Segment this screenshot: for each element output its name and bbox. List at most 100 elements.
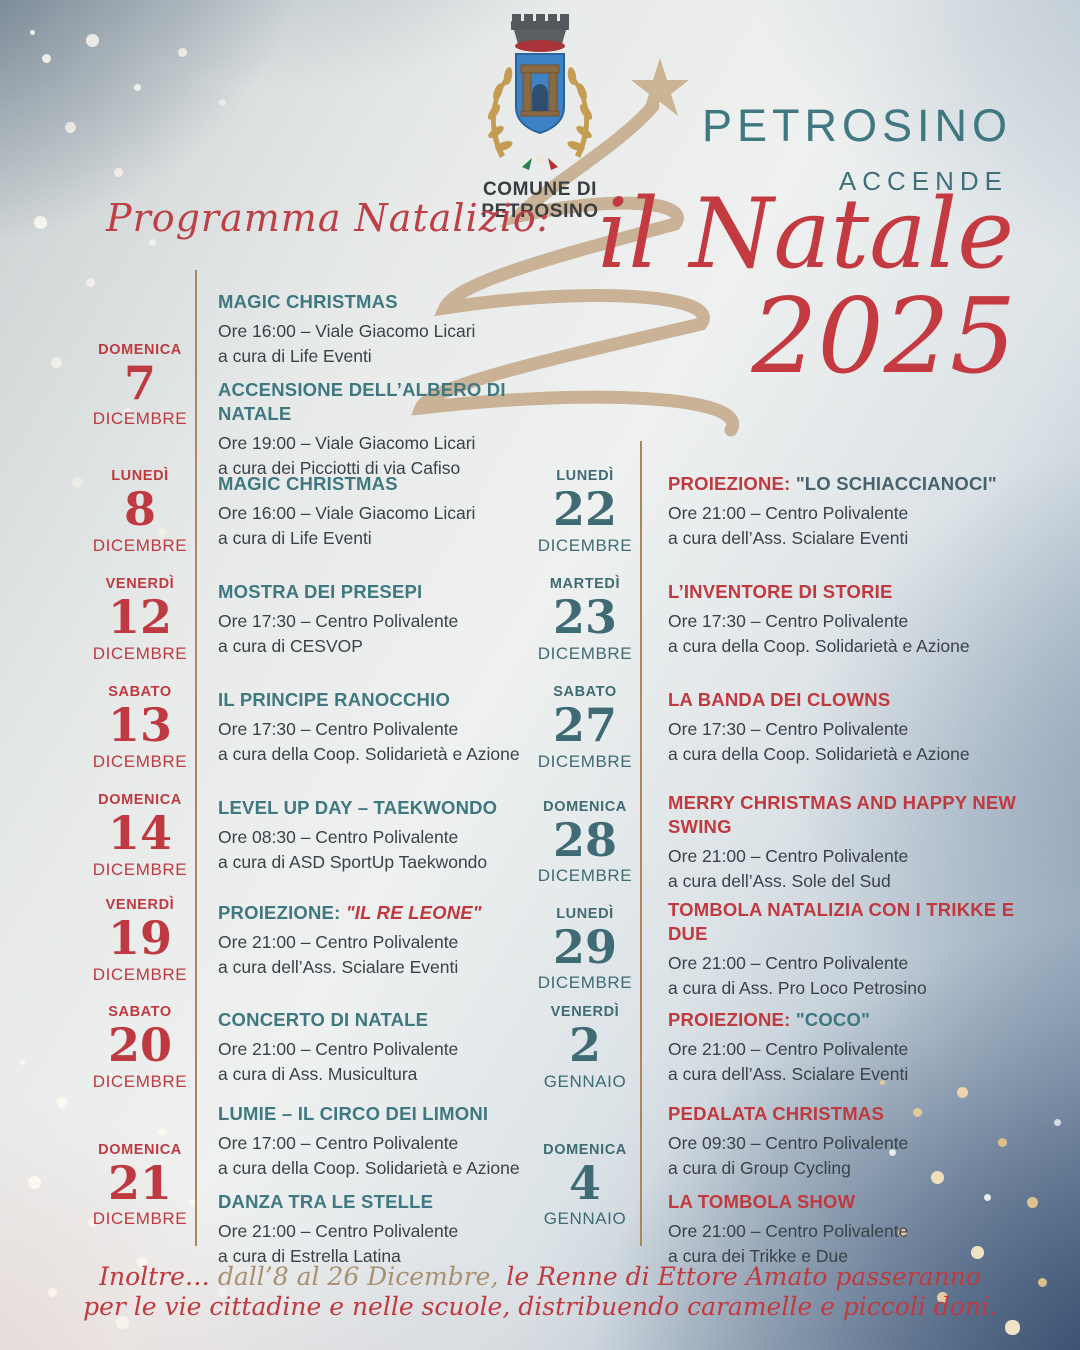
event-block: MARTEDÌ 23 DICEMBRE L’INVENTORE DI STORIE Or…	[530, 576, 1050, 664]
event-detail-line: a cura della Coop. Solidarietà e Azione	[218, 1158, 520, 1178]
event-date-weekday: DOMENICA	[98, 341, 182, 358]
event-title-segment: LUMIE – IL CIRCO DEI LIMONI	[218, 1103, 489, 1124]
footer-segment: Inoltre…	[99, 1262, 218, 1291]
event-list: LUMIE – IL CIRCO DEI LIMONI Ore 17:00 – C…	[218, 1102, 520, 1269]
event-date-daynum: 23	[552, 590, 617, 644]
event-date: DOMENICA 14 DICEMBRE	[85, 792, 195, 880]
event-date: VENERDÌ 12 DICEMBRE	[85, 576, 195, 664]
event-date-daynum: 8	[123, 482, 156, 536]
event-detail-line: Ore 09:30 – Centro Polivalente	[668, 1133, 909, 1153]
event-date-daynum: 27	[552, 698, 617, 752]
event-detail-line: Ore 21:00 – Centro Polivalente	[668, 846, 909, 866]
event-date-daynum: 29	[552, 919, 617, 974]
municipality-name: COMUNE DI PETROSINO	[455, 179, 625, 223]
coat-of-arms-icon	[487, 14, 593, 170]
event-date-month: DICEMBRE	[537, 643, 633, 663]
event-date-month: DICEMBRE	[92, 535, 188, 555]
event-block: LUNEDÌ 22 DICEMBRE PROIEZIONE: "LO SCHIACCI…	[530, 468, 1050, 556]
event-block: DOMENICA 28 DICEMBRE MERRY CHRISTMAS AND HA…	[530, 791, 1050, 894]
event-item: PROIEZIONE: "IL RE LEONE" Ore 21:00 – Cen…	[218, 901, 482, 980]
event-detail-line: a cura di Life Eventi	[218, 346, 372, 366]
event-date-daynum: 21	[107, 1155, 172, 1210]
event-detail-line: Ore 17:00 – Centro Polivalente	[218, 1133, 459, 1153]
event-detail-line: Ore 21:00 – Centro Polivalente	[218, 932, 459, 953]
event-detail-line: a cura dell’Ass. Sole del Sud	[668, 871, 891, 891]
event-date-month: DICEMBRE	[537, 535, 633, 555]
christmas-tree-swirl-graphic	[411, 58, 740, 437]
divider-left-column	[195, 270, 197, 1246]
glitter-overlay-bottom-right	[880, 1080, 885, 1085]
event-block: DOMENICA 4 GENNAIO PEDALATA CHRISTMAS Ore 09…	[530, 1102, 1050, 1269]
municipality-name-line2: PETROSINO	[481, 201, 599, 223]
event-detail-line: a cura dell’Ass. Scialare Eventi	[218, 957, 459, 978]
event-title-segment: PROIEZIONE:	[218, 902, 346, 924]
footer-note-line1: Inoltre… dall’8 al 26 Dicembre, le Renne…	[0, 1262, 1080, 1292]
event-detail-line: a cura di Estrella Latina	[218, 1246, 401, 1266]
program-label: Programma Natalizio:	[106, 196, 551, 240]
event-block: SABATO 13 DICEMBRE IL PRINCIPE RANOCCHIO Ore…	[85, 684, 537, 772]
municipality-name-line1: COMUNE DI	[482, 179, 598, 200]
event-date-daynum: 12	[107, 590, 172, 644]
event-item: LEVEL UP DAY – TAEKWONDO Ore 08:30 – Cent…	[218, 796, 497, 875]
event-date: SABATO 13 DICEMBRE	[85, 684, 195, 772]
event-date-daynum: 20	[107, 1018, 172, 1072]
event-item: PEDALATA CHRISTMAS Ore 09:30 – Centro Pol…	[668, 1102, 908, 1181]
event-date-weekday: VENERDÌ	[550, 1004, 620, 1020]
event-date-month: DICEMBRE	[537, 751, 633, 771]
event-title: L’INVENTORE DI STORIE	[668, 580, 970, 604]
event-detail-line: a cura di Ass. Musicultura	[218, 1064, 418, 1085]
event-detail-line: a cura della Coop. Solidarietà e Azione	[668, 744, 970, 765]
footer-segment: dall’8 al 26 Dicembre,	[217, 1262, 507, 1291]
footer-segment: le Renne di Ettore Amato passeranno	[506, 1262, 981, 1291]
event-block: VENERDÌ 12 DICEMBRE MOSTRA DEI PRESEPI Ore 1…	[85, 576, 537, 664]
event-date: VENERDÌ 19 DICEMBRE	[85, 897, 195, 985]
footer-note: Inoltre… dall’8 al 26 Dicembre, le Renne…	[0, 1262, 1080, 1322]
event-block: VENERDÌ 2 GENNAIO PROIEZIONE: "COCO" Ore 21:…	[530, 1004, 1050, 1092]
event-date-month: GENNAIO	[543, 1071, 627, 1091]
event-detail-line: Ore 21:00 – Centro Polivalente	[218, 1221, 459, 1241]
event-item: ACCENSIONE DELL’ALBERO DI NATALE Ore 19:0…	[218, 378, 537, 481]
event-list: PROIEZIONE: "LO SCHIACCIANOCI" Ore 21:00 …	[668, 472, 997, 551]
event-date-weekday: DOMENICA	[543, 1141, 627, 1158]
event-title-segment: "IL RE LEONE"	[345, 902, 482, 924]
event-item: MERRY CHRISTMAS AND HAPPY NEW SWING Ore 2…	[668, 791, 1050, 894]
event-list: MERRY CHRISTMAS AND HAPPY NEW SWING Ore 2…	[668, 791, 1050, 894]
event-block: SABATO 27 DICEMBRE LA BANDA DEI CLOWNS Ore 1…	[530, 684, 1050, 772]
event-date-weekday: LUNEDÌ	[111, 468, 169, 484]
event-list: IL PRINCIPE RANOCCHIO Ore 17:30 – Centro …	[218, 688, 520, 767]
event-title-segment: IL PRINCIPE RANOCCHIO	[218, 689, 451, 711]
event-detail-line: Ore 17:30 – Centro Polivalente	[668, 719, 909, 740]
event-title: MAGIC CHRISTMAS	[218, 290, 537, 314]
event-date-month: GENNAIO	[543, 1209, 627, 1229]
event-title: CONCERTO DI NATALE	[218, 1008, 458, 1032]
event-date-weekday: LUNEDÌ	[556, 905, 614, 922]
event-title-segment: LA TOMBOLA SHOW	[668, 1191, 856, 1212]
event-date-daynum: 13	[107, 698, 172, 752]
event-date-weekday: DOMENICA	[543, 798, 627, 815]
event-title: IL PRINCIPE RANOCCHIO	[218, 688, 520, 712]
event-date-month: DICEMBRE	[92, 1071, 188, 1091]
event-date-daynum: 19	[107, 911, 172, 965]
event-detail-line: Ore 21:00 – Centro Polivalente	[668, 1039, 909, 1060]
event-title-segment: PROIEZIONE:	[668, 1009, 796, 1031]
star-icon	[631, 58, 689, 116]
event-date: MARTEDÌ 23 DICEMBRE	[530, 576, 640, 664]
event-list: TOMBOLA NATALIZIA CON I TRIKKE E DUE Ore …	[668, 898, 1050, 1001]
event-list: LA BANDA DEI CLOWNS Ore 17:30 – Centro Po…	[668, 688, 970, 767]
event-item: PROIEZIONE: "LO SCHIACCIANOCI" Ore 21:00 …	[668, 472, 997, 551]
event-title: LEVEL UP DAY – TAEKWONDO	[218, 796, 497, 820]
event-item: L’INVENTORE DI STORIE Ore 17:30 – Centro …	[668, 580, 970, 659]
event-date: DOMENICA 7 DICEMBRE	[85, 342, 195, 430]
event-date-daynum: 28	[552, 812, 617, 867]
event-detail-line: a cura dei Picciotti di via Cafiso	[218, 458, 461, 478]
event-detail-line: a cura di Life Eventi	[218, 528, 372, 549]
event-title: LA BANDA DEI CLOWNS	[668, 688, 970, 712]
event-title-segment: "COCO"	[795, 1009, 871, 1031]
event-item: CONCERTO DI NATALE Ore 21:00 – Centro Pol…	[218, 1008, 458, 1087]
event-item: LUMIE – IL CIRCO DEI LIMONI Ore 17:00 – C…	[218, 1102, 520, 1181]
event-title: ACCENSIONE DELL’ALBERO DI NATALE	[218, 378, 537, 426]
event-date-month: DICEMBRE	[537, 866, 633, 886]
event-title: PROIEZIONE: "LO SCHIACCIANOCI"	[668, 472, 997, 496]
title-city: PETROSINO	[701, 100, 1012, 151]
event-detail-line: Ore 21:00 – Centro Polivalente	[668, 953, 909, 973]
